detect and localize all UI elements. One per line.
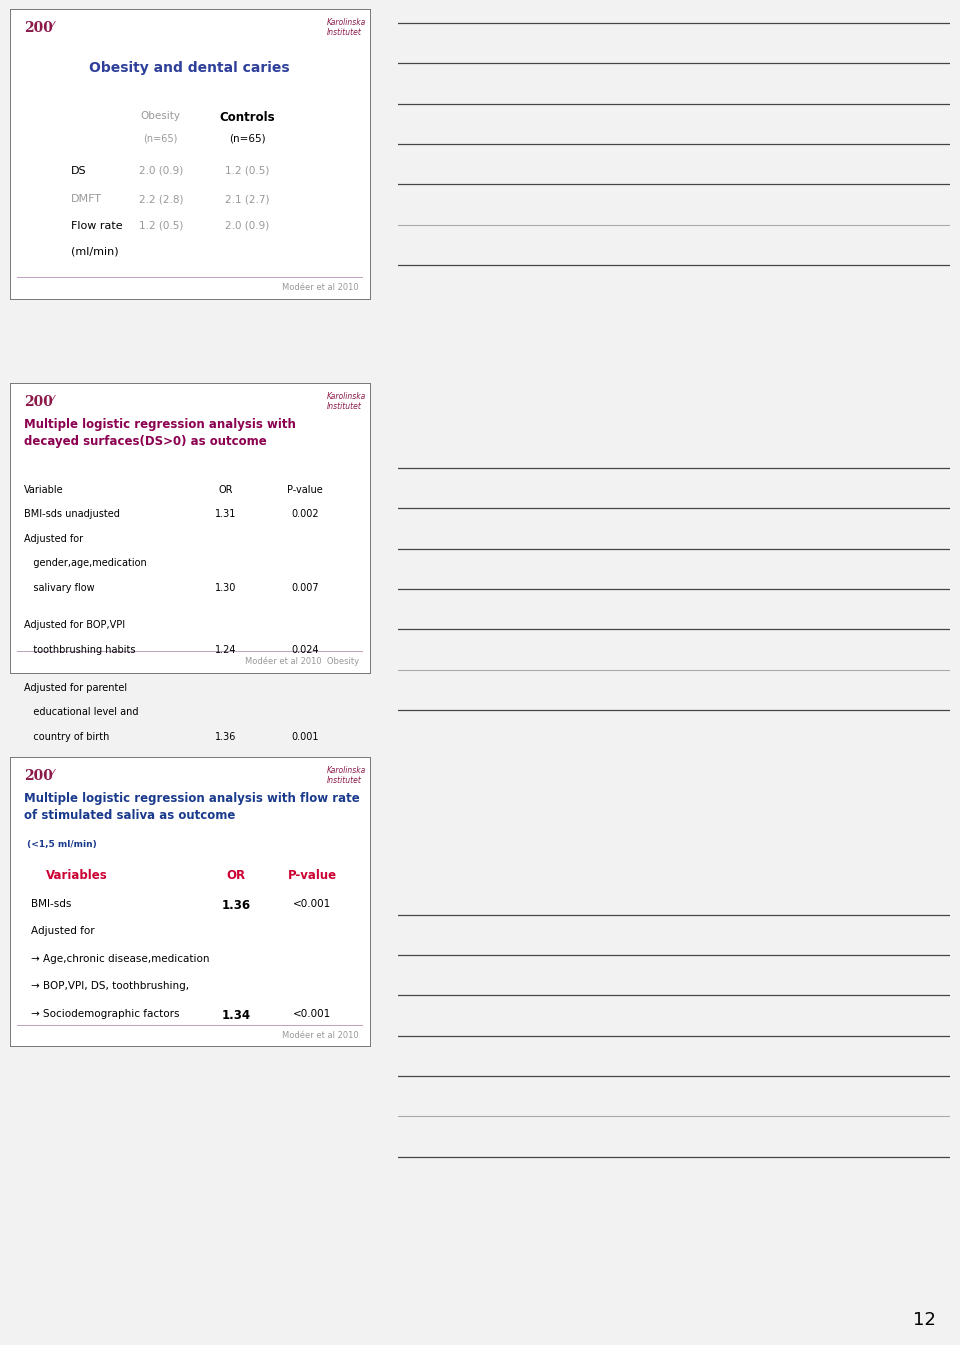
Text: Adjusted for BOP,VPI: Adjusted for BOP,VPI <box>24 620 125 631</box>
Text: 1.30: 1.30 <box>215 582 236 593</box>
Text: 12: 12 <box>913 1311 936 1329</box>
Text: 2.0 (0.9): 2.0 (0.9) <box>225 221 270 230</box>
Text: Modéer et al 2010: Modéer et al 2010 <box>282 282 359 292</box>
Text: <0.001: <0.001 <box>293 1009 331 1018</box>
Text: toothbrushing habits: toothbrushing habits <box>24 646 135 655</box>
Text: P-value: P-value <box>287 869 337 881</box>
Text: (n=65): (n=65) <box>144 133 178 144</box>
Text: 2.2 (2.8): 2.2 (2.8) <box>138 195 183 204</box>
Text: 0.024: 0.024 <box>291 646 319 655</box>
Text: Flow rate: Flow rate <box>71 221 123 230</box>
Text: Variable: Variable <box>24 484 63 495</box>
Text: BMI-sds: BMI-sds <box>31 898 72 909</box>
Text: 1.36: 1.36 <box>215 732 236 742</box>
Text: gender,age,medication: gender,age,medication <box>24 558 147 569</box>
Text: Multiple logistic regression analysis with
decayed surfaces(DS>0) as outcome: Multiple logistic regression analysis wi… <box>24 418 296 448</box>
Text: Adjusted for parentel: Adjusted for parentel <box>24 683 127 693</box>
Text: Adjusted for: Adjusted for <box>31 927 95 936</box>
Text: country of birth: country of birth <box>24 732 109 742</box>
Text: 200: 200 <box>24 395 53 409</box>
Text: Karolinska
Institutet: Karolinska Institutet <box>326 391 366 412</box>
Text: Modéer et al 2010: Modéer et al 2010 <box>282 1030 359 1040</box>
Text: Karolinska
Institutet: Karolinska Institutet <box>326 765 366 785</box>
Text: Obesity and dental caries: Obesity and dental caries <box>89 62 290 75</box>
Text: OR: OR <box>218 484 233 495</box>
Text: Karolinska
Institutet: Karolinska Institutet <box>326 17 366 38</box>
Text: Multiple logistic regression analysis with flow rate
of stimulated saliva as out: Multiple logistic regression analysis wi… <box>24 792 360 822</box>
Text: OR: OR <box>227 869 246 881</box>
Text: P-value: P-value <box>287 484 323 495</box>
Text: DS: DS <box>71 165 86 176</box>
Text: educational level and: educational level and <box>24 707 138 717</box>
Text: DMFT: DMFT <box>71 195 102 204</box>
Text: 200: 200 <box>24 22 53 35</box>
Text: (<1,5 ml/min): (<1,5 ml/min) <box>24 839 97 849</box>
Text: salivary flow: salivary flow <box>24 582 95 593</box>
Text: → Age,chronic disease,medication: → Age,chronic disease,medication <box>31 954 209 964</box>
Text: BMI-sds unadjusted: BMI-sds unadjusted <box>24 510 120 519</box>
Text: 1.31: 1.31 <box>215 510 236 519</box>
Text: ⁄: ⁄ <box>51 22 53 31</box>
Text: → BOP,VPI, DS, toothbrushing,: → BOP,VPI, DS, toothbrushing, <box>31 982 189 991</box>
Text: 2.0 (0.9): 2.0 (0.9) <box>138 165 183 176</box>
Text: 1.2 (0.5): 1.2 (0.5) <box>225 165 270 176</box>
Text: Variables: Variables <box>46 869 108 881</box>
Text: 1.24: 1.24 <box>215 646 236 655</box>
Text: 1.2 (0.5): 1.2 (0.5) <box>138 221 183 230</box>
Text: → Sociodemographic factors: → Sociodemographic factors <box>31 1009 180 1018</box>
Text: 0.001: 0.001 <box>291 732 319 742</box>
Text: Adjusted for: Adjusted for <box>24 534 84 543</box>
Text: (n=65): (n=65) <box>228 133 266 144</box>
Text: 0.007: 0.007 <box>291 582 319 593</box>
Text: <0.001: <0.001 <box>293 898 331 909</box>
Text: Obesity: Obesity <box>141 110 180 121</box>
Text: 1.34: 1.34 <box>222 1009 251 1022</box>
Text: ⁄: ⁄ <box>51 395 53 405</box>
Text: 1.36: 1.36 <box>222 898 251 912</box>
Text: (ml/min): (ml/min) <box>71 246 118 257</box>
Text: Controls: Controls <box>220 110 275 124</box>
Text: Modéer et al 2010  Obesity: Modéer et al 2010 Obesity <box>245 656 359 666</box>
Text: 2.1 (2.7): 2.1 (2.7) <box>225 195 270 204</box>
Text: ⁄: ⁄ <box>51 769 53 779</box>
Text: 0.002: 0.002 <box>291 510 319 519</box>
Text: 200: 200 <box>24 769 53 783</box>
